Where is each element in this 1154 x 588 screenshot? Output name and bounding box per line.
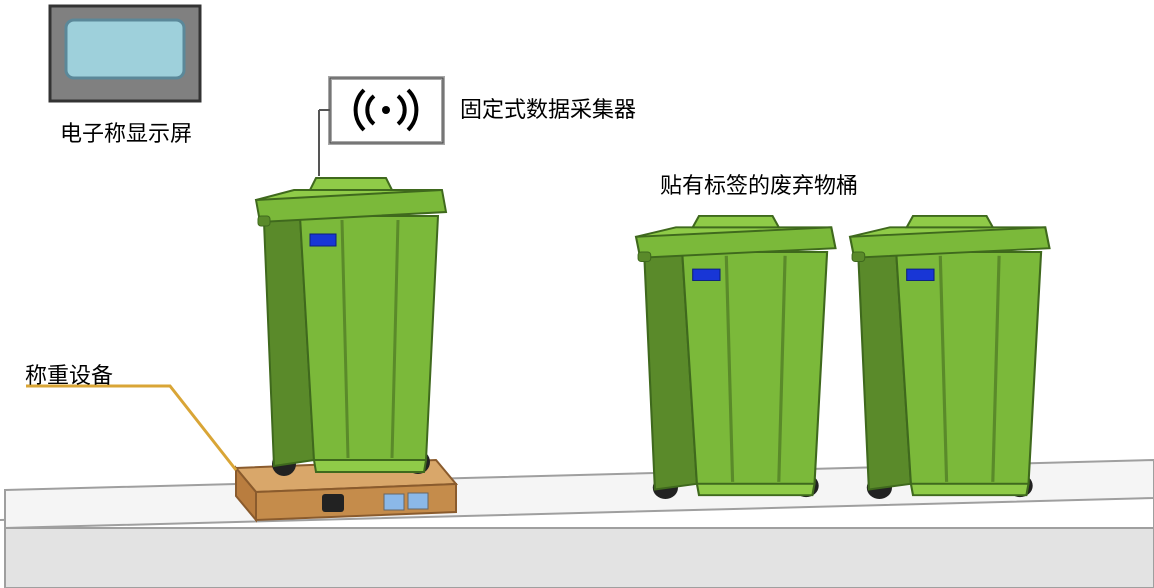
diagram-stage: 电子称显示屏 固定式数据采集器 贴有标签的废弃物桶 称重设备: [0, 0, 1154, 588]
display-screen-label: 电子称显示屏: [60, 116, 192, 148]
data-collector-label: 固定式数据采集器: [460, 92, 636, 124]
labeled-bin-2: [0, 0, 1154, 588]
weighing-device-label: 称重设备: [25, 358, 113, 390]
labeled-bins-label: 贴有标签的废弃物桶: [660, 168, 858, 200]
